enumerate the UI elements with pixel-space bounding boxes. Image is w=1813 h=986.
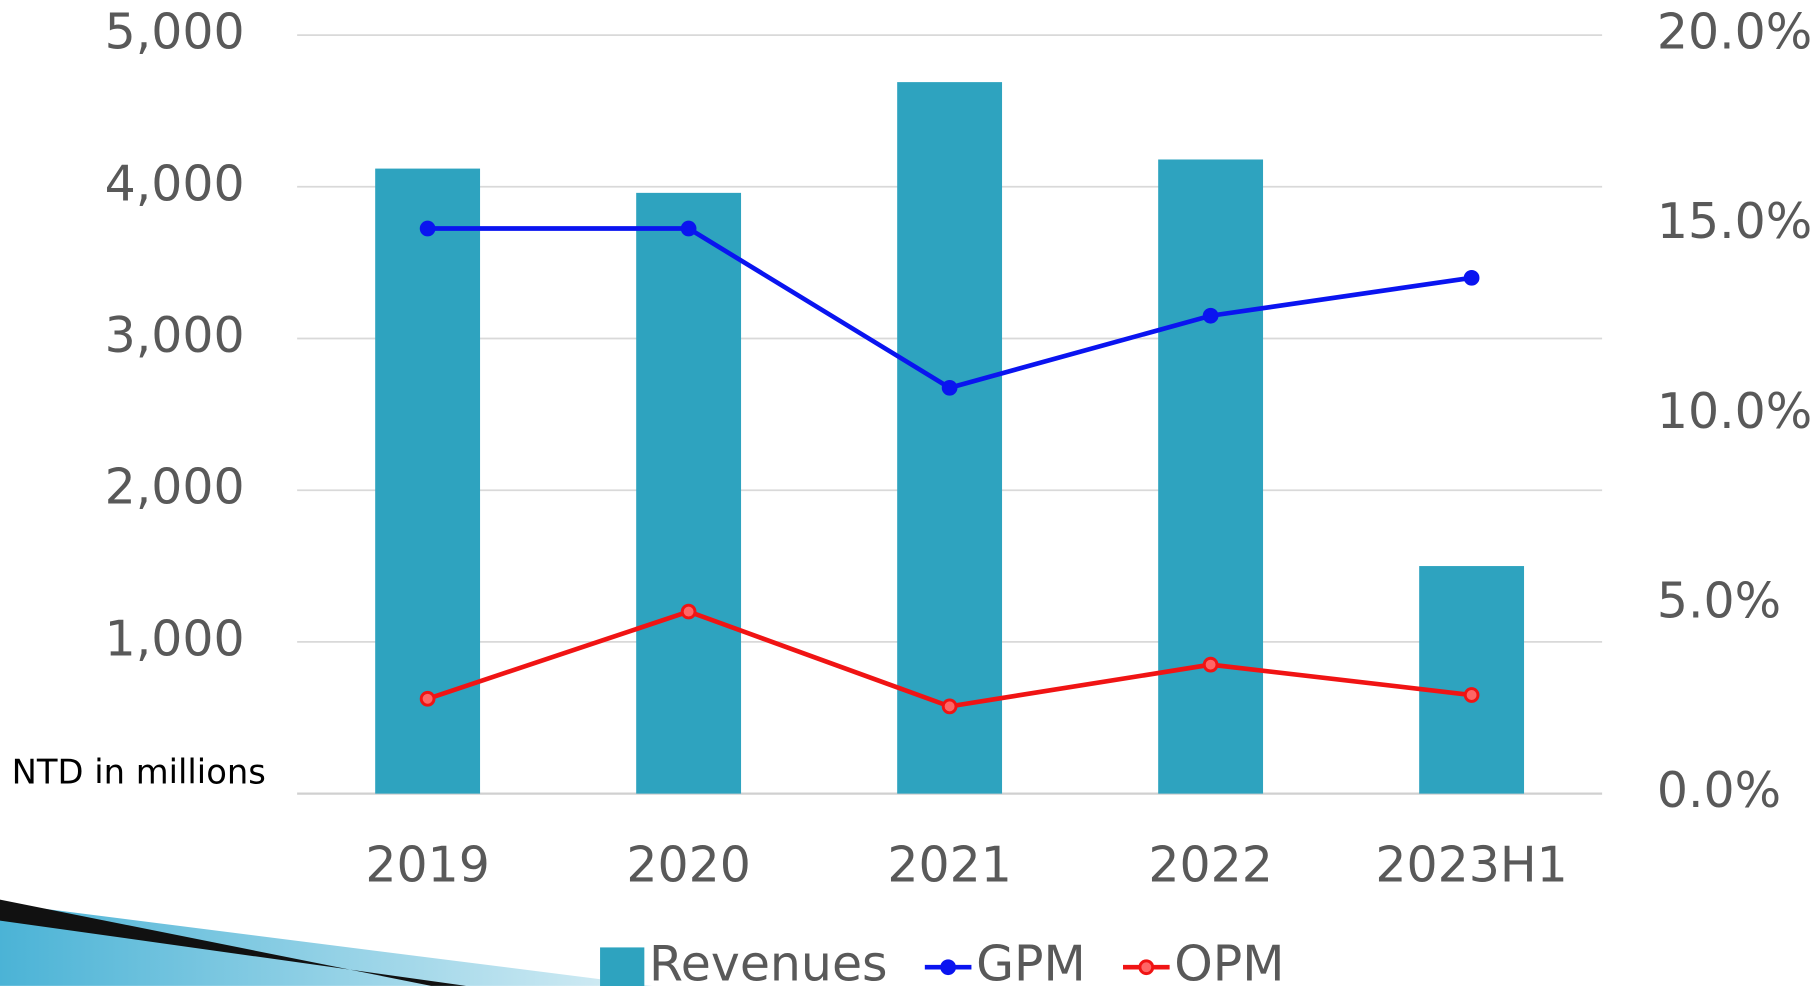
point — [1202, 656, 1219, 673]
x-tick-label: 2020 — [626, 837, 751, 894]
legend-swatch — [940, 959, 956, 976]
point — [941, 698, 958, 715]
bar — [897, 82, 1003, 794]
point — [419, 220, 436, 237]
y-tick-label: 1,000 — [105, 610, 245, 667]
y-axis-label: NTD in millions — [12, 752, 266, 791]
y2-tick-label: 20.0% — [1657, 4, 1812, 61]
point — [941, 379, 958, 396]
point — [1202, 307, 1219, 324]
x-tick-label: 2023H1 — [1375, 837, 1567, 894]
decoration — [0, 903, 653, 986]
x-tick-label: 2022 — [1148, 837, 1273, 894]
y-tick-label: 3,000 — [105, 307, 245, 364]
point — [1463, 269, 1480, 286]
legend-swatch — [1138, 959, 1155, 976]
legend-swatch — [600, 947, 645, 986]
point — [680, 603, 697, 620]
y2-tick-label: 0.0% — [1657, 762, 1781, 819]
bar — [1158, 159, 1264, 794]
y-tick-label: 4,000 — [105, 155, 245, 212]
y2-tick-label: 15.0% — [1657, 193, 1812, 250]
point — [1463, 687, 1480, 703]
y2-tick-label: 5.0% — [1657, 572, 1781, 629]
y-tick-label: 2,000 — [105, 459, 245, 516]
legend-label: OPM — [1174, 936, 1284, 986]
bar — [1419, 566, 1525, 794]
legend-label: GPM — [976, 936, 1086, 986]
bar — [636, 192, 742, 794]
x-tick-label: 2019 — [365, 837, 490, 894]
y2-tick-label: 10.0% — [1657, 383, 1812, 440]
legend-label: Revenues — [649, 936, 888, 986]
point — [680, 220, 697, 237]
x-tick-label: 2021 — [887, 837, 1012, 894]
point — [419, 690, 436, 707]
y-tick-label: 5,000 — [105, 4, 245, 61]
